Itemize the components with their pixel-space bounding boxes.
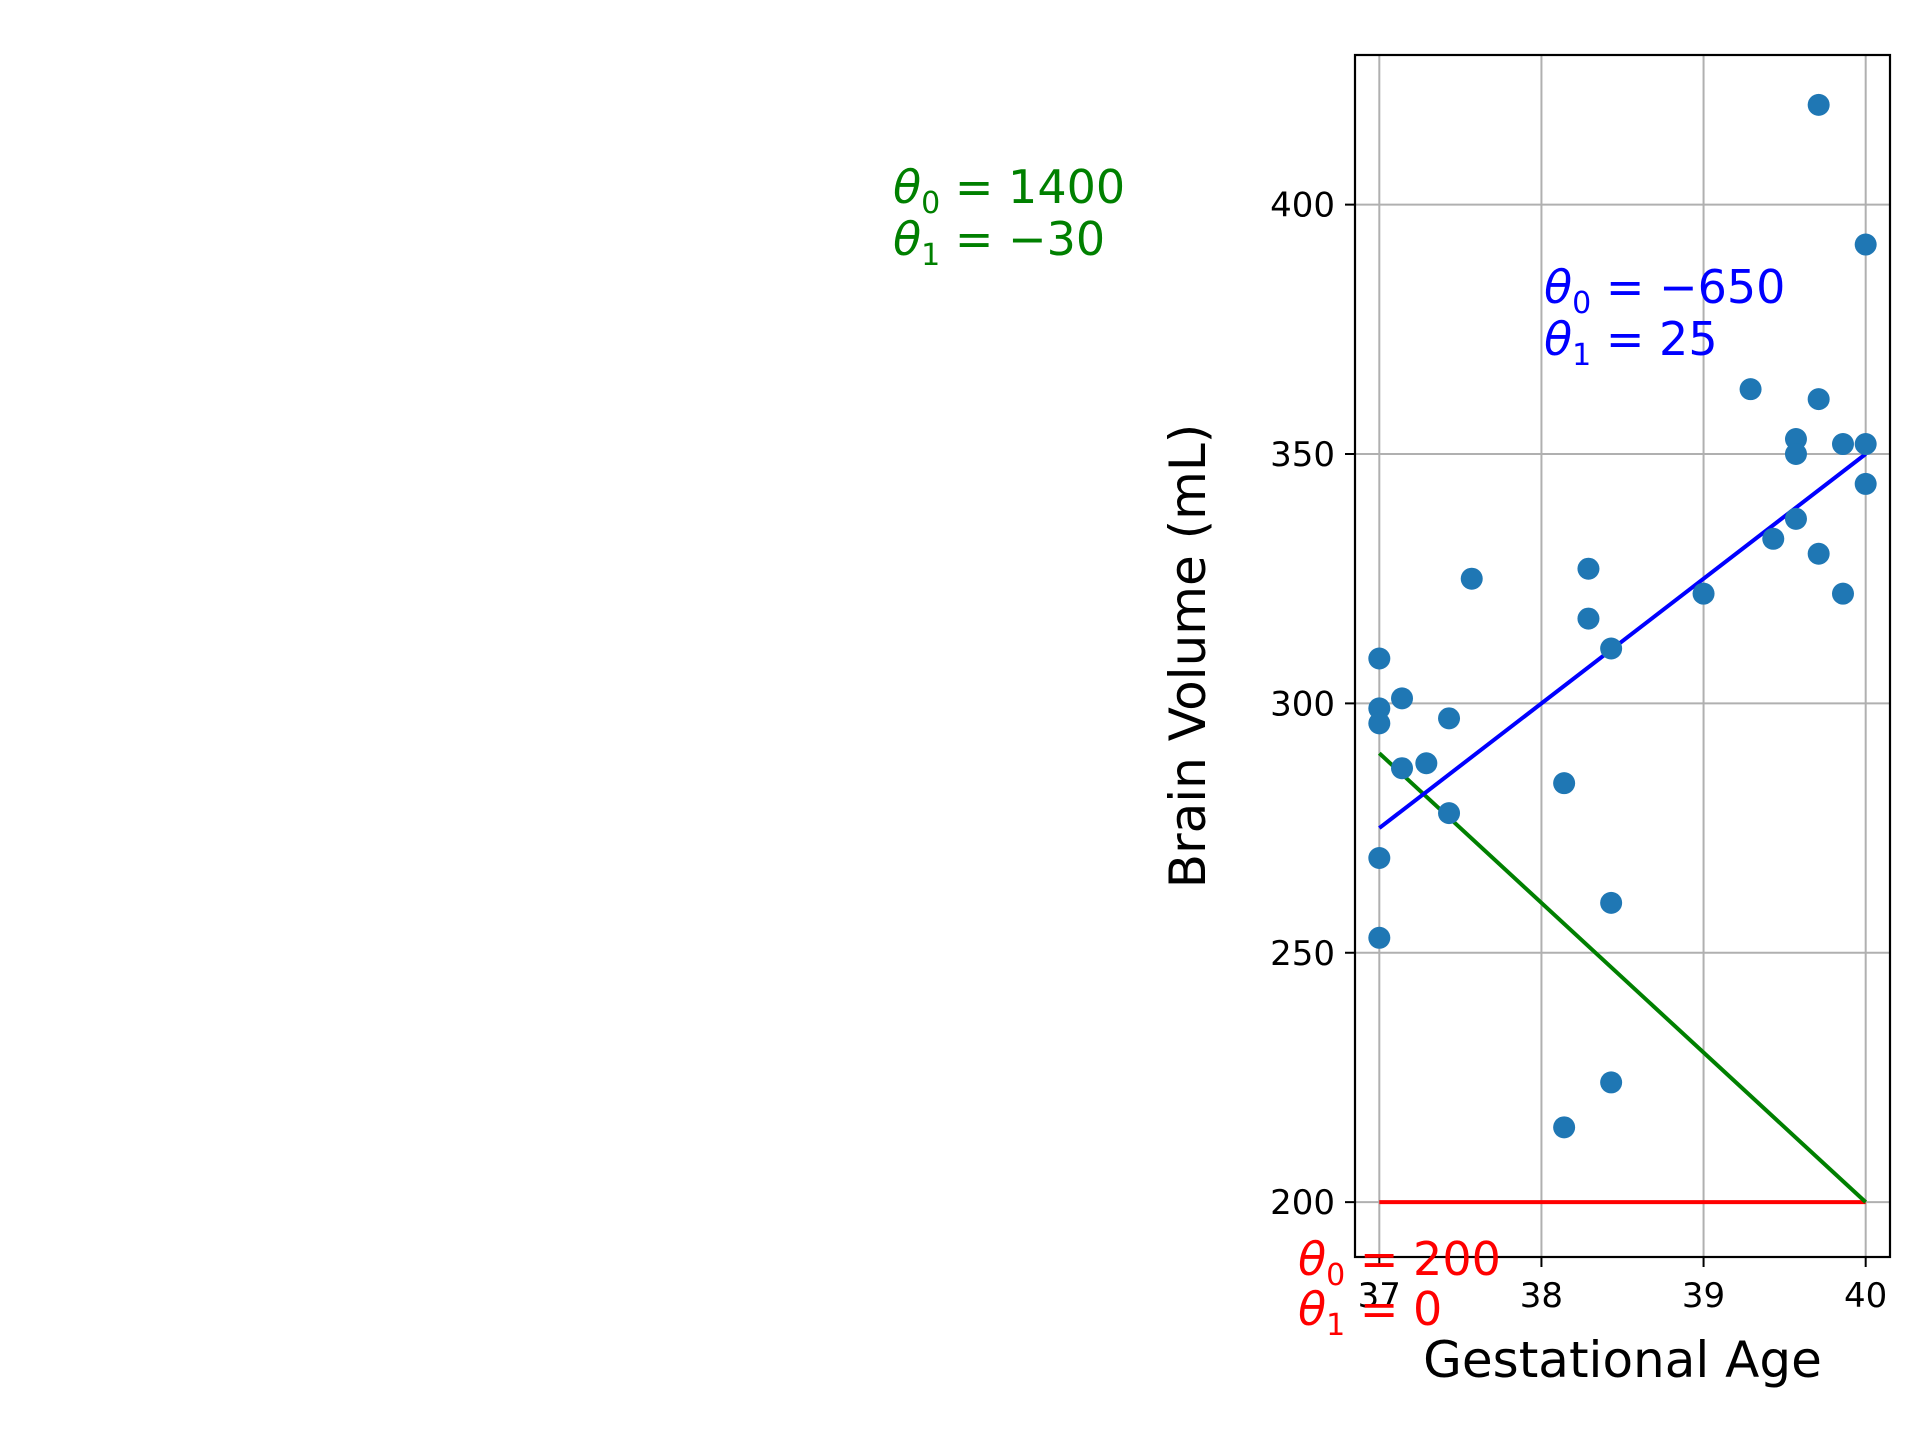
data-point <box>1600 891 1623 914</box>
svg-text:θ0 = 200: θ0 = 200 <box>1298 1232 1501 1293</box>
data-point <box>1807 542 1830 565</box>
data-point <box>1553 772 1576 795</box>
blue-theta0-value: −650 <box>1659 260 1785 314</box>
blue-theta1-value: 25 <box>1659 312 1718 366</box>
data-point <box>1460 567 1483 590</box>
data-point <box>1854 433 1877 456</box>
green-theta1-value: −30 <box>1008 212 1105 266</box>
data-point <box>1600 637 1623 660</box>
data-point <box>1807 388 1830 411</box>
x-axis-label: Gestational Age <box>1423 1331 1822 1389</box>
fit-line-1 <box>1377 751 1868 1204</box>
data-point <box>1577 607 1600 630</box>
x-tick-label: 38 <box>1520 1276 1563 1316</box>
red-theta1-value: 0 <box>1413 1282 1442 1336</box>
data-point <box>1762 527 1785 550</box>
annotation-red-line: θ0 = 200 θ1 = 0 <box>1298 1232 1501 1343</box>
fit-lines <box>1377 452 1868 1205</box>
data-point <box>1438 707 1461 730</box>
data-point <box>1553 1116 1576 1139</box>
data-point <box>1368 846 1391 869</box>
y-axis-label: Brain Volume (mL) <box>1159 424 1217 888</box>
data-point <box>1739 378 1762 401</box>
data-point <box>1854 233 1877 256</box>
data-point <box>1391 687 1414 710</box>
green-theta0-value: 1400 <box>1008 160 1125 214</box>
y-tick-label: 400 <box>1270 186 1335 226</box>
y-tick-label: 300 <box>1270 684 1335 724</box>
y-tick-label: 200 <box>1270 1183 1335 1223</box>
data-point <box>1854 472 1877 495</box>
data-point <box>1784 443 1807 466</box>
y-tick-label: 350 <box>1270 435 1335 475</box>
red-theta0-value: 200 <box>1413 1232 1501 1286</box>
x-tick-label: 37 <box>1358 1276 1401 1316</box>
x-tick-label: 39 <box>1682 1276 1725 1316</box>
data-points <box>1368 93 1877 1139</box>
svg-text:θ1 = 25: θ1 = 25 <box>1544 312 1718 373</box>
svg-text:θ1 = 0: θ1 = 0 <box>1298 1282 1442 1343</box>
axis-ticks: 37 38 39 40 200 250 300 350 400 <box>1270 186 1887 1316</box>
annotation-green-line: θ0 = 1400 θ1 = −30 <box>893 160 1125 273</box>
svg-text:θ0 = −650: θ0 = −650 <box>1544 260 1785 321</box>
data-point <box>1784 507 1807 530</box>
y-tick-label: 250 <box>1270 934 1335 974</box>
svg-text:θ0 = 1400: θ0 = 1400 <box>893 160 1125 221</box>
data-point <box>1600 1071 1623 1094</box>
x-tick-label: 40 <box>1844 1276 1887 1316</box>
grid <box>1355 55 1890 1257</box>
data-point <box>1368 712 1391 735</box>
data-point <box>1831 433 1854 456</box>
data-point <box>1368 647 1391 670</box>
annotation-blue-line: θ0 = −650 θ1 = 25 <box>1544 260 1785 373</box>
fit-line-2 <box>1378 452 1867 830</box>
plot-frame <box>1353 53 1892 1259</box>
data-point <box>1807 93 1830 116</box>
data-point <box>1415 752 1438 775</box>
data-point <box>1577 557 1600 580</box>
svg-text:θ1 = −30: θ1 = −30 <box>893 212 1105 273</box>
data-point <box>1391 757 1414 780</box>
data-point <box>1692 582 1715 605</box>
data-point <box>1368 926 1391 949</box>
data-point <box>1438 802 1461 825</box>
data-point <box>1831 582 1854 605</box>
